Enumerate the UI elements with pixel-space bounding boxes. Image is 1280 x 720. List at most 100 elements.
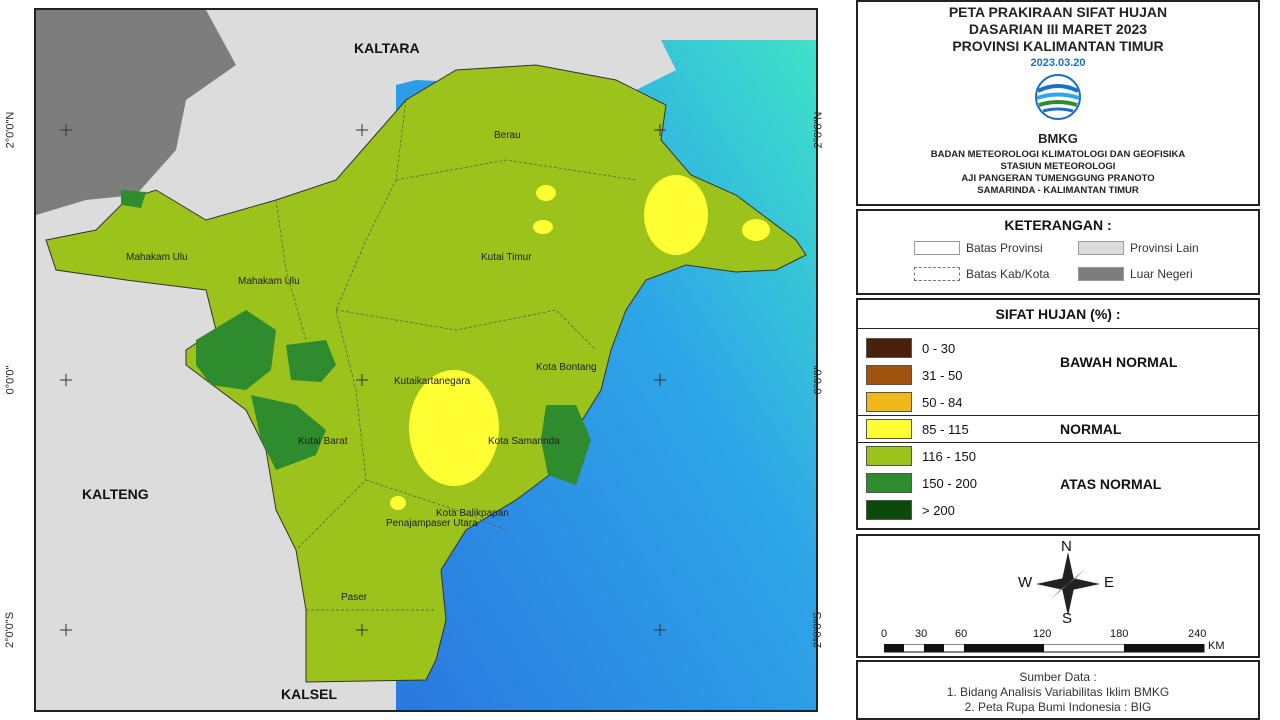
compass-s: S: [1062, 610, 1073, 627]
label-berau: Berau: [494, 130, 521, 141]
swatch-provinsi-lain: [1078, 241, 1124, 255]
label-kota-bontang: Kota Bontang: [536, 362, 597, 373]
label-mahakam-ulu-2: Mahakam Ulu: [238, 276, 300, 287]
wet-patch-3: [251, 395, 326, 470]
map-title-line2: DASARIAN III MARET 2023: [968, 21, 1148, 37]
label-kutai-timur: Kutai Timur: [481, 252, 532, 263]
lat-label-left-2s: 2°0'0"S: [4, 611, 17, 649]
wet-patch-1: [196, 310, 276, 390]
class-label-1: 31 - 50: [922, 367, 963, 383]
regency-borders: [275, 99, 637, 611]
keterangan-panel: KETERANGAN : Batas Provinsi Provinsi Lai…: [856, 209, 1260, 295]
map-title-line1: PETA PRAKIRAAN SIFAT HUJAN: [948, 4, 1168, 20]
class-row-1: 31 - 50: [866, 365, 962, 385]
legend-provinsi-lain-label: Provinsi Lain: [1130, 241, 1199, 255]
scale-bar: [884, 644, 1205, 653]
label-kalteng: KALTENG: [82, 486, 149, 502]
class-row-2: 50 - 84: [866, 392, 962, 412]
label-kutai-barat: Kutai Barat: [298, 436, 348, 447]
wet-patch-5: [121, 190, 146, 208]
map-canvas: [36, 10, 816, 710]
label-mahakam-ulu-1: Mahakam Ulu: [126, 252, 188, 263]
foreign-area: [36, 10, 236, 215]
inst-line4: SAMARINDA - KALIMANTAN TIMUR: [977, 185, 1139, 196]
class-row-3: 85 - 115: [866, 419, 969, 439]
legend-batas-kab: Batas Kab/Kota: [914, 267, 1049, 281]
class-swatch-2: [866, 392, 912, 412]
legend-batas-provinsi: Batas Provinsi: [914, 241, 1043, 255]
label-kota-balikpapan: Kota Balikpapan: [436, 508, 509, 519]
legend-provinsi-lain: Provinsi Lain: [1078, 241, 1199, 255]
legend-luar-negeri: Luar Negeri: [1078, 267, 1193, 281]
class-row-4: 116 - 150: [866, 446, 976, 466]
lat-label-left-2n: 2°0'0"N: [4, 111, 17, 149]
scale-tick-120: 120: [1033, 628, 1052, 640]
class-label-5: 150 - 200: [922, 475, 977, 491]
label-paser: Paser: [341, 592, 368, 603]
category-atas-normal: ATAS NORMAL: [1060, 476, 1162, 492]
class-swatch-0: [866, 338, 912, 358]
class-label-4: 116 - 150: [922, 448, 976, 464]
legend-batas-provinsi-label: Batas Provinsi: [966, 241, 1043, 255]
class-row-6: > 200: [866, 500, 955, 520]
scale-tick-240: 240: [1188, 628, 1207, 640]
title-panel: PETA PRAKIRAAN SIFAT HUJAN DASARIAN III …: [856, 0, 1260, 206]
normal-patch-center: [409, 370, 499, 486]
keterangan-title: KETERANGAN :: [1004, 217, 1112, 233]
normal-patch-small1: [536, 185, 556, 201]
source-title: Sumber Data :: [1019, 670, 1097, 684]
swatch-batas-kab: [914, 267, 960, 281]
bmkg-logo-icon: [1035, 74, 1081, 120]
class-swatch-4: [866, 446, 912, 466]
label-kota-samarinda: Kota Samarinda: [488, 436, 560, 447]
class-swatch-5: [866, 473, 912, 493]
sifat-hujan-title: SIFAT HUJAN (%) :: [858, 306, 1258, 329]
class-label-2: 50 - 84: [922, 394, 963, 410]
inst-line3: AJI PANGERAN TUMENGGUNG PRANOTO: [961, 173, 1155, 184]
class-row-5: 150 - 200: [866, 473, 977, 493]
category-bawah-normal: BAWAH NORMAL: [1060, 354, 1178, 370]
normal-patch-tip: [742, 219, 770, 241]
inst-line1: BADAN METEOROLOGI KLIMATOLOGI DAN GEOFIS…: [930, 149, 1186, 160]
compass-rose-icon: [1036, 552, 1100, 616]
class-label-6: > 200: [922, 502, 955, 518]
class-row-0: 0 - 30: [866, 338, 955, 358]
sifat-hujan-panel: SIFAT HUJAN (%) : 0 - 30 31 - 50 50 - 84…: [856, 298, 1260, 530]
swatch-batas-provinsi: [914, 241, 960, 255]
compass-scale-panel: N S E W 0 30 60 120 180 240 KM: [856, 534, 1260, 658]
source-panel: Sumber Data : 1. Bidang Analisis Variabi…: [856, 660, 1260, 720]
compass-e: E: [1104, 574, 1115, 591]
lat-label-right-0: 0°0'0": [812, 365, 825, 395]
normal-patch-small3: [390, 496, 406, 510]
class-swatch-6: [866, 500, 912, 520]
normal-patch-small2: [533, 220, 553, 234]
bmkg-text: BMKG: [1038, 131, 1078, 146]
map-frame: KALTARA KALTENG KALSEL Berau Mahakam Ulu…: [34, 8, 818, 712]
scale-unit: KM: [1208, 640, 1225, 652]
label-penajampaser-utara: Penajampaser Utara: [386, 518, 478, 529]
label-kaltara: KALTARA: [354, 40, 420, 56]
scale-tick-0: 0: [881, 628, 888, 640]
class-label-0: 0 - 30: [922, 340, 956, 356]
class-swatch-3: [866, 419, 912, 439]
map-title-line3: PROVINSI KALIMANTAN TIMUR: [952, 38, 1164, 54]
scale-tick-180: 180: [1110, 628, 1129, 640]
lat-label-right-2s: 2°0'0"S: [812, 611, 825, 649]
source-line1: 1. Bidang Analisis Variabilitas Iklim BM…: [946, 685, 1170, 699]
grid-crosses: [60, 124, 666, 636]
label-kutaikartanegara: Kutaikartanegara: [394, 376, 471, 387]
compass-w: W: [1018, 574, 1033, 591]
legend-batas-kab-label: Batas Kab/Kota: [966, 267, 1050, 281]
lat-label-left-0: 0°0'0": [4, 365, 17, 395]
legend-luar-negeri-label: Luar Negeri: [1130, 267, 1193, 281]
inst-line2: STASIUN METEOROLOGI: [1000, 161, 1116, 172]
label-kalsel: KALSEL: [281, 686, 337, 702]
scale-tick-60: 60: [955, 628, 968, 640]
map-date: 2023.03.20: [1030, 57, 1086, 69]
class-label-3: 85 - 115: [922, 421, 969, 437]
category-normal: NORMAL: [1060, 421, 1122, 437]
wet-patch-2: [286, 340, 336, 382]
compass-n: N: [1061, 538, 1072, 555]
wet-patch-4: [541, 405, 591, 485]
divider-normal-bottom: [858, 442, 1258, 443]
